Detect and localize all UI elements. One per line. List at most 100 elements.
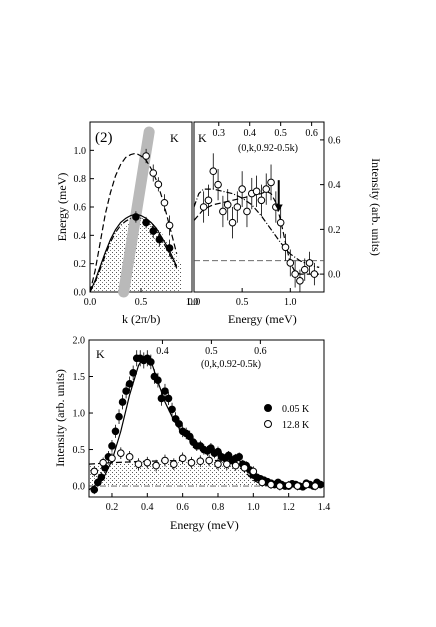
panel-spectrum-bottom-xlabel: Energy (meV) (170, 518, 239, 532)
data-point (231, 461, 240, 470)
panel-dispersion-ylabel: Energy (meV) (55, 173, 69, 242)
data-point (276, 482, 284, 490)
data-point (115, 412, 123, 421)
top-tick-label: 0.3 (213, 128, 226, 139)
y-tick-label: 0.6 (74, 203, 87, 214)
y-tick-label: 0.2 (74, 259, 87, 270)
data-point (149, 227, 158, 235)
y-tick-label: 1.5 (73, 372, 86, 383)
top-tick-label: 0.5 (274, 128, 287, 139)
x-tick-label: 0.4 (141, 502, 154, 513)
top-tick-label: 0.4 (243, 128, 256, 139)
x-tick-label: 0.2 (106, 502, 119, 513)
x-tick-label: 1.0 (284, 297, 297, 308)
panel-spectrum-bottom-ylabel: Intensity (arb. units) (53, 369, 67, 467)
y-tick-label: 0.2 (328, 225, 341, 236)
data-point (233, 203, 242, 211)
data-point (143, 458, 152, 467)
panel-spectrum-bottom-frame (88, 339, 325, 498)
data-point (300, 265, 309, 274)
panel-dispersion-label: (2) (95, 130, 113, 146)
x-tick-label: 0.6 (176, 502, 189, 513)
y-tick-label: 2.0 (73, 336, 86, 347)
data-point (291, 270, 299, 278)
data-point (267, 480, 275, 489)
data-point (293, 482, 302, 490)
data-point (240, 463, 249, 472)
data-point (209, 167, 218, 176)
data-point (187, 458, 196, 467)
data-point (117, 449, 125, 457)
data-point (164, 394, 173, 403)
top-tick-label: 0.6 (305, 128, 318, 139)
panel-spectrum-bottom: K (0,k,0.92-0.5k) Energy (meV) Intensity… (53, 336, 330, 533)
data-point (160, 198, 169, 207)
data-point (286, 259, 295, 267)
top-tick-label: 0.5 (205, 346, 218, 357)
data-point (223, 200, 232, 209)
data-point (311, 482, 319, 490)
data-point (252, 187, 261, 196)
data-point (161, 387, 169, 395)
data-point (178, 454, 187, 463)
data-point (129, 369, 137, 377)
x-tick-label: 0.5 (135, 297, 148, 308)
data-point (108, 442, 116, 450)
data-point (118, 398, 127, 406)
data-point (296, 277, 304, 285)
data-point (111, 427, 120, 436)
data-point (170, 460, 178, 468)
data-point (199, 203, 208, 211)
data-point (165, 244, 174, 252)
data-point (214, 180, 222, 189)
data-point (168, 405, 176, 414)
legend-marker-12-8K (264, 420, 272, 428)
fit-curve-dashed (193, 190, 320, 275)
data-point (238, 185, 246, 193)
legend-label-0-05K: 0.05 K (282, 404, 310, 415)
data-point (305, 259, 314, 267)
panel-spectrum-top: K (0,k,0.92-0.5k) Energy (meV) Intensity… (188, 121, 383, 326)
data-point (157, 394, 166, 403)
data-point (310, 270, 319, 278)
data-point (224, 451, 233, 460)
x-tick-label: 0.5 (236, 297, 249, 308)
data-point (228, 218, 237, 227)
data-point (284, 481, 293, 490)
data-point (267, 178, 275, 187)
legend-label-12-8K: 12.8 K (282, 420, 310, 431)
y-tick-label: 0.0 (73, 482, 86, 493)
data-point (154, 376, 162, 384)
data-point (262, 185, 271, 193)
panel-dispersion-corner-label: K (170, 131, 179, 145)
data-point (219, 207, 227, 216)
y-tick-label: 0.0 (328, 270, 341, 281)
data-point (257, 196, 266, 205)
panel-spectrum-top-xlabel: Energy (meV) (228, 312, 297, 326)
legend: 0.05 K 12.8 K (264, 404, 310, 431)
y-tick-label: 0.4 (328, 180, 341, 191)
data-point (149, 169, 158, 177)
data-point (142, 152, 150, 160)
y-tick-label: 1.0 (74, 146, 87, 157)
y-tick-label: 0.4 (74, 231, 87, 242)
legend-marker-0-05K (264, 404, 272, 412)
data-point (147, 358, 155, 366)
data-point (97, 473, 106, 482)
data-point (142, 218, 150, 227)
data-point (302, 480, 311, 489)
x-tick-label: 0.0 (84, 297, 97, 308)
data-point (165, 221, 174, 230)
data-point (125, 380, 134, 388)
data-point (108, 454, 116, 463)
data-point (152, 461, 160, 470)
data-point (223, 460, 231, 468)
fit-curve-dashed (89, 152, 178, 293)
data-point (134, 460, 143, 468)
x-tick-label: 0.8 (212, 502, 225, 513)
x-tick-label: 0.0 (188, 297, 201, 308)
panel-dispersion-xlabel: k (2π/b) (122, 312, 160, 326)
y-tick-label: 0.5 (73, 445, 86, 456)
y-tick-label: 0.0 (74, 288, 87, 299)
data-point (205, 456, 213, 465)
